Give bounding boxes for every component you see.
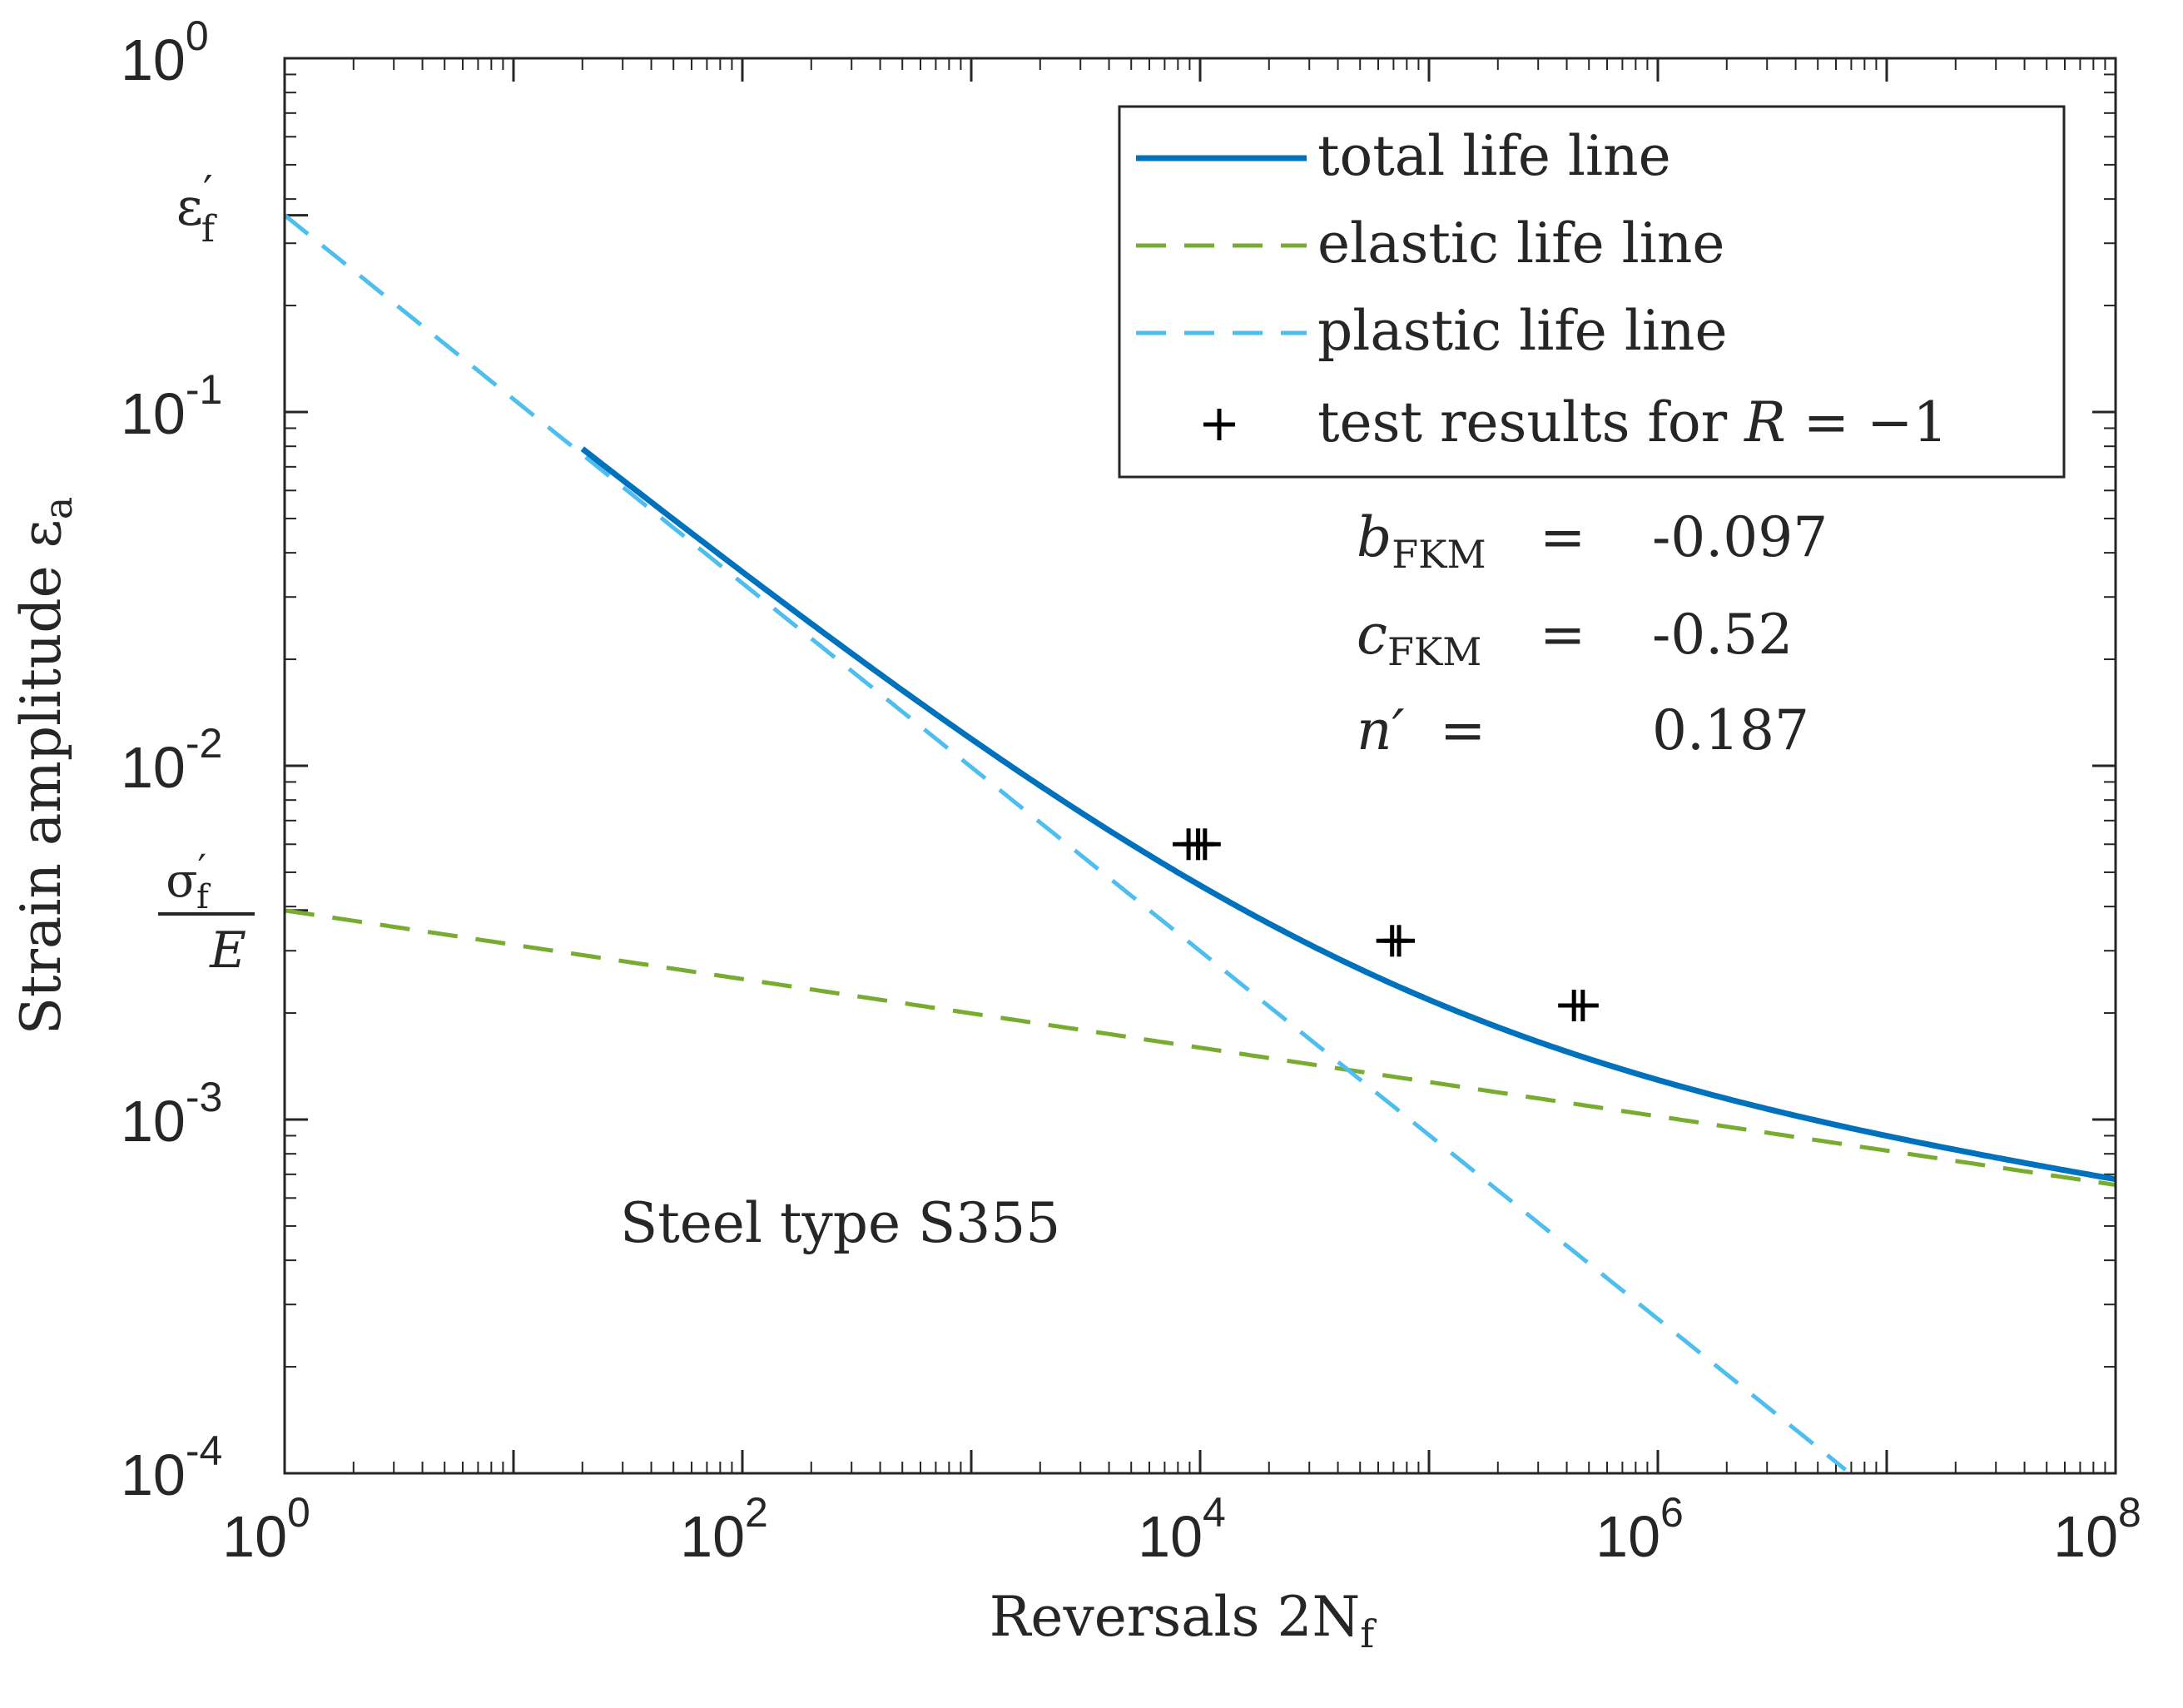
x-tick-exp: 4 bbox=[1203, 1489, 1226, 1536]
elastic-life-line bbox=[284, 908, 2116, 1188]
legend-entry-elastic: elastic life line bbox=[1136, 211, 1724, 276]
legend-entry-plastic: plastic life line bbox=[1136, 299, 1728, 363]
y-tick-base: 10 bbox=[121, 27, 186, 92]
param-c-sub: FKM bbox=[1387, 629, 1481, 674]
x-tick-exp: 2 bbox=[745, 1489, 768, 1536]
y-axis-title-sub: a bbox=[36, 497, 81, 519]
y-tick-exp: -1 bbox=[186, 366, 222, 413]
test-result-point bbox=[1383, 925, 1416, 957]
x-tick-base: 10 bbox=[680, 1504, 745, 1569]
param-c-symbol: c bbox=[1357, 603, 1387, 667]
x-axis-title-main: Reversals 2N bbox=[990, 1585, 1361, 1649]
param-n-symbol: n′ bbox=[1357, 698, 1405, 762]
y-tick-exp: -3 bbox=[186, 1074, 222, 1120]
legend-box bbox=[1118, 105, 2066, 479]
x-tick-base: 10 bbox=[222, 1504, 287, 1569]
series-layer bbox=[283, 213, 2116, 1472]
x-tick-label: 100 bbox=[222, 1489, 310, 1569]
y-tick-exp: 0 bbox=[186, 12, 209, 59]
legend-label-total: total life line bbox=[1317, 124, 1671, 188]
svg-text:σ′f: σ′ f bbox=[166, 846, 211, 916]
parameters: bFKM = -0.097 cFKM = -0.52 n′ = 0.187 bbox=[1357, 505, 1828, 762]
x-tick-base: 10 bbox=[2053, 1504, 2118, 1569]
y-tick-exp: -2 bbox=[186, 720, 222, 767]
eps-f-prime-label: ε′ f bbox=[176, 167, 217, 251]
legend-label-plastic: plastic life line bbox=[1317, 299, 1728, 363]
x-tick-label: 108 bbox=[2053, 1489, 2141, 1569]
test-result-point bbox=[1566, 990, 1599, 1022]
sigma-f-symbol: σ bbox=[166, 854, 197, 908]
legend-test-text: test results for bbox=[1317, 390, 1744, 454]
x-tick-exp: 8 bbox=[2118, 1489, 2141, 1536]
test-result-point bbox=[1188, 828, 1221, 861]
y-tick-label: 10-4 bbox=[121, 1427, 222, 1507]
x-tick-base: 10 bbox=[1138, 1504, 1203, 1569]
total-life-line bbox=[580, 446, 2116, 1183]
material-annotation: Steel type S355 bbox=[620, 1191, 1060, 1255]
x-tick-label: 102 bbox=[680, 1489, 768, 1569]
legend-test-eq: = −1 bbox=[1786, 390, 1948, 454]
minor-ticks bbox=[285, 58, 2116, 1473]
param-b-value: -0.097 bbox=[1652, 505, 1828, 569]
legend-test-var: R bbox=[1744, 390, 1786, 454]
param-c: cFKM bbox=[1357, 603, 1481, 674]
y-tick-label: 10-2 bbox=[121, 720, 222, 800]
sigma-denominator: E bbox=[209, 921, 246, 980]
param-b-symbol: b bbox=[1357, 505, 1392, 569]
legend-marker-plus bbox=[1203, 409, 1235, 440]
y-tick-base: 10 bbox=[121, 735, 186, 800]
y-tick-base: 10 bbox=[121, 381, 186, 446]
x-axis-title-sub: f bbox=[1360, 1611, 1377, 1656]
param-b-eq: = bbox=[1540, 505, 1585, 569]
legend-entry-test-results: test results for R = −1 bbox=[1203, 390, 1947, 454]
sigma-f-prime: ′ bbox=[197, 846, 206, 891]
y-tick-label: 100 bbox=[121, 12, 209, 92]
param-b: bFKM bbox=[1357, 505, 1486, 577]
param-c-value: -0.52 bbox=[1652, 603, 1793, 667]
sigma-f-over-E-label: σ′ f E bbox=[158, 846, 255, 980]
y-tick-label: 10-1 bbox=[121, 366, 222, 446]
x-tick-label: 106 bbox=[1595, 1489, 1684, 1569]
x-tick-exp: 6 bbox=[1660, 1489, 1684, 1536]
svg-text:ε′f: ε′ f bbox=[176, 167, 217, 251]
legend-label-test-results: test results for R = −1 bbox=[1317, 390, 1947, 454]
param-n-value: 0.187 bbox=[1652, 698, 1809, 762]
x-tick-base: 10 bbox=[1595, 1504, 1660, 1569]
y-tick-label: 10-3 bbox=[121, 1074, 222, 1154]
x-axis-title: Reversals 2Nf bbox=[990, 1585, 1377, 1656]
legend: total life line elastic life line plasti… bbox=[1118, 105, 2066, 479]
test-result-markers bbox=[1173, 828, 1599, 1022]
param-b-sub: FKM bbox=[1392, 532, 1486, 577]
y-axis-title: Strain amplitude εa bbox=[9, 497, 81, 1035]
y-axis-title-main: Strain amplitude ε bbox=[9, 519, 73, 1035]
legend-entry-total: total life line bbox=[1136, 124, 1671, 188]
x-tick-label: 104 bbox=[1138, 1489, 1226, 1569]
param-n-eq: = bbox=[1440, 698, 1486, 762]
sigma-f-sub: f bbox=[196, 878, 211, 916]
eps-f-sub: f bbox=[201, 208, 217, 251]
y-tick-exp: -4 bbox=[186, 1427, 222, 1474]
eps-f-prime: ′ bbox=[203, 167, 213, 217]
plastic-life-line bbox=[283, 213, 1848, 1472]
plot-frame bbox=[283, 57, 2117, 1475]
eps-f-symbol: ε bbox=[176, 176, 203, 237]
x-tick-exp: 0 bbox=[287, 1489, 310, 1536]
param-c-eq: = bbox=[1540, 603, 1585, 667]
x-tick-labels: 100 102 104 106 108 bbox=[222, 1489, 2141, 1569]
legend-label-elastic: elastic life line bbox=[1317, 211, 1724, 276]
y-tick-base: 10 bbox=[121, 1442, 186, 1507]
y-tick-base: 10 bbox=[121, 1089, 186, 1154]
